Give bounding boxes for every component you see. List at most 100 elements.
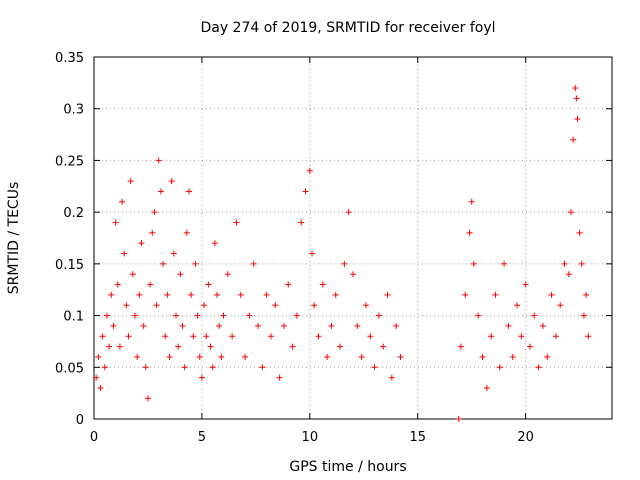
data-point [166,353,173,360]
data-point [116,343,123,350]
data-point [198,374,205,381]
data-point [488,333,495,340]
data-point [492,291,499,298]
data-point [580,312,587,319]
data-point [345,209,352,216]
data-point [388,374,395,381]
data-point [522,281,529,288]
data-point [315,333,322,340]
data-point [570,136,577,143]
data-point [164,291,171,298]
data-point [108,291,115,298]
data-point [328,322,335,329]
y-tick-label: 0.05 [55,361,84,376]
data-point [201,302,208,309]
data-point [565,271,572,278]
data-point [93,374,100,381]
data-point [192,260,199,267]
data-point [371,364,378,371]
y-tick-label: 0.25 [55,154,84,169]
data-point [468,198,475,205]
y-tick-label: 0.2 [63,206,84,221]
data-point [188,291,195,298]
data-point [583,291,590,298]
data-point [216,322,223,329]
data-point [220,312,227,319]
data-point [205,281,212,288]
data-point [149,229,156,236]
data-point [147,281,154,288]
data-point [293,312,300,319]
data-point [272,302,279,309]
data-point [526,343,533,350]
data-point [99,333,106,340]
data-point [155,157,162,164]
data-point [518,333,525,340]
data-point [214,291,221,298]
data-point [380,343,387,350]
data-point [341,260,348,267]
data-point [97,384,104,391]
x-tick-label: 5 [198,430,206,445]
data-point [455,416,462,422]
data-point [470,260,477,267]
data-point [462,291,469,298]
x-tick-label: 15 [409,430,426,445]
data-point [501,260,508,267]
data-point [573,95,580,102]
chart-title: Day 274 of 2019, SRMTID for receiver foy… [200,20,495,36]
y-tick-label: 0.1 [63,310,84,325]
data-point [153,302,160,309]
y-tick-label: 0.15 [55,258,84,273]
data-point [196,353,203,360]
data-point [136,291,143,298]
data-point [457,343,464,350]
data-point [289,343,296,350]
data-point [308,250,315,257]
data-point [95,353,102,360]
y-tick-label: 0.3 [63,103,84,118]
data-point [151,209,158,216]
data-point [585,333,592,340]
data-point [479,353,486,360]
data-point [119,198,126,205]
data-point [233,219,240,226]
data-point [393,322,400,329]
y-axis-label: SRMTID / TECUs [6,182,22,295]
x-tick-label: 0 [90,430,98,445]
data-point [375,312,382,319]
data-point [162,333,169,340]
data-point [544,353,551,360]
y-tick-label: 0 [76,413,84,428]
data-point [181,364,188,371]
data-point [157,188,164,195]
data-point [259,364,266,371]
data-point [306,167,313,174]
data-point [160,260,167,267]
data-point [179,322,186,329]
data-point [140,322,147,329]
data-point [209,364,216,371]
data-point [129,271,136,278]
data-point [132,312,139,319]
data-point [337,343,344,350]
data-point [203,333,210,340]
data-point [285,281,292,288]
data-point [397,353,404,360]
data-point [350,271,356,278]
data-point [144,395,151,402]
data-point [170,250,177,257]
y-tick-label: 0.35 [55,51,84,66]
data-point [194,312,201,319]
plot-frame [93,56,613,420]
grid-lines [94,57,612,419]
data-point [505,322,512,329]
data-point [574,116,581,123]
data-point [237,291,244,298]
data-point [475,312,482,319]
data-point [168,178,175,185]
data-point [362,302,369,309]
data-point [255,322,262,329]
x-tick-label: 10 [302,430,319,445]
